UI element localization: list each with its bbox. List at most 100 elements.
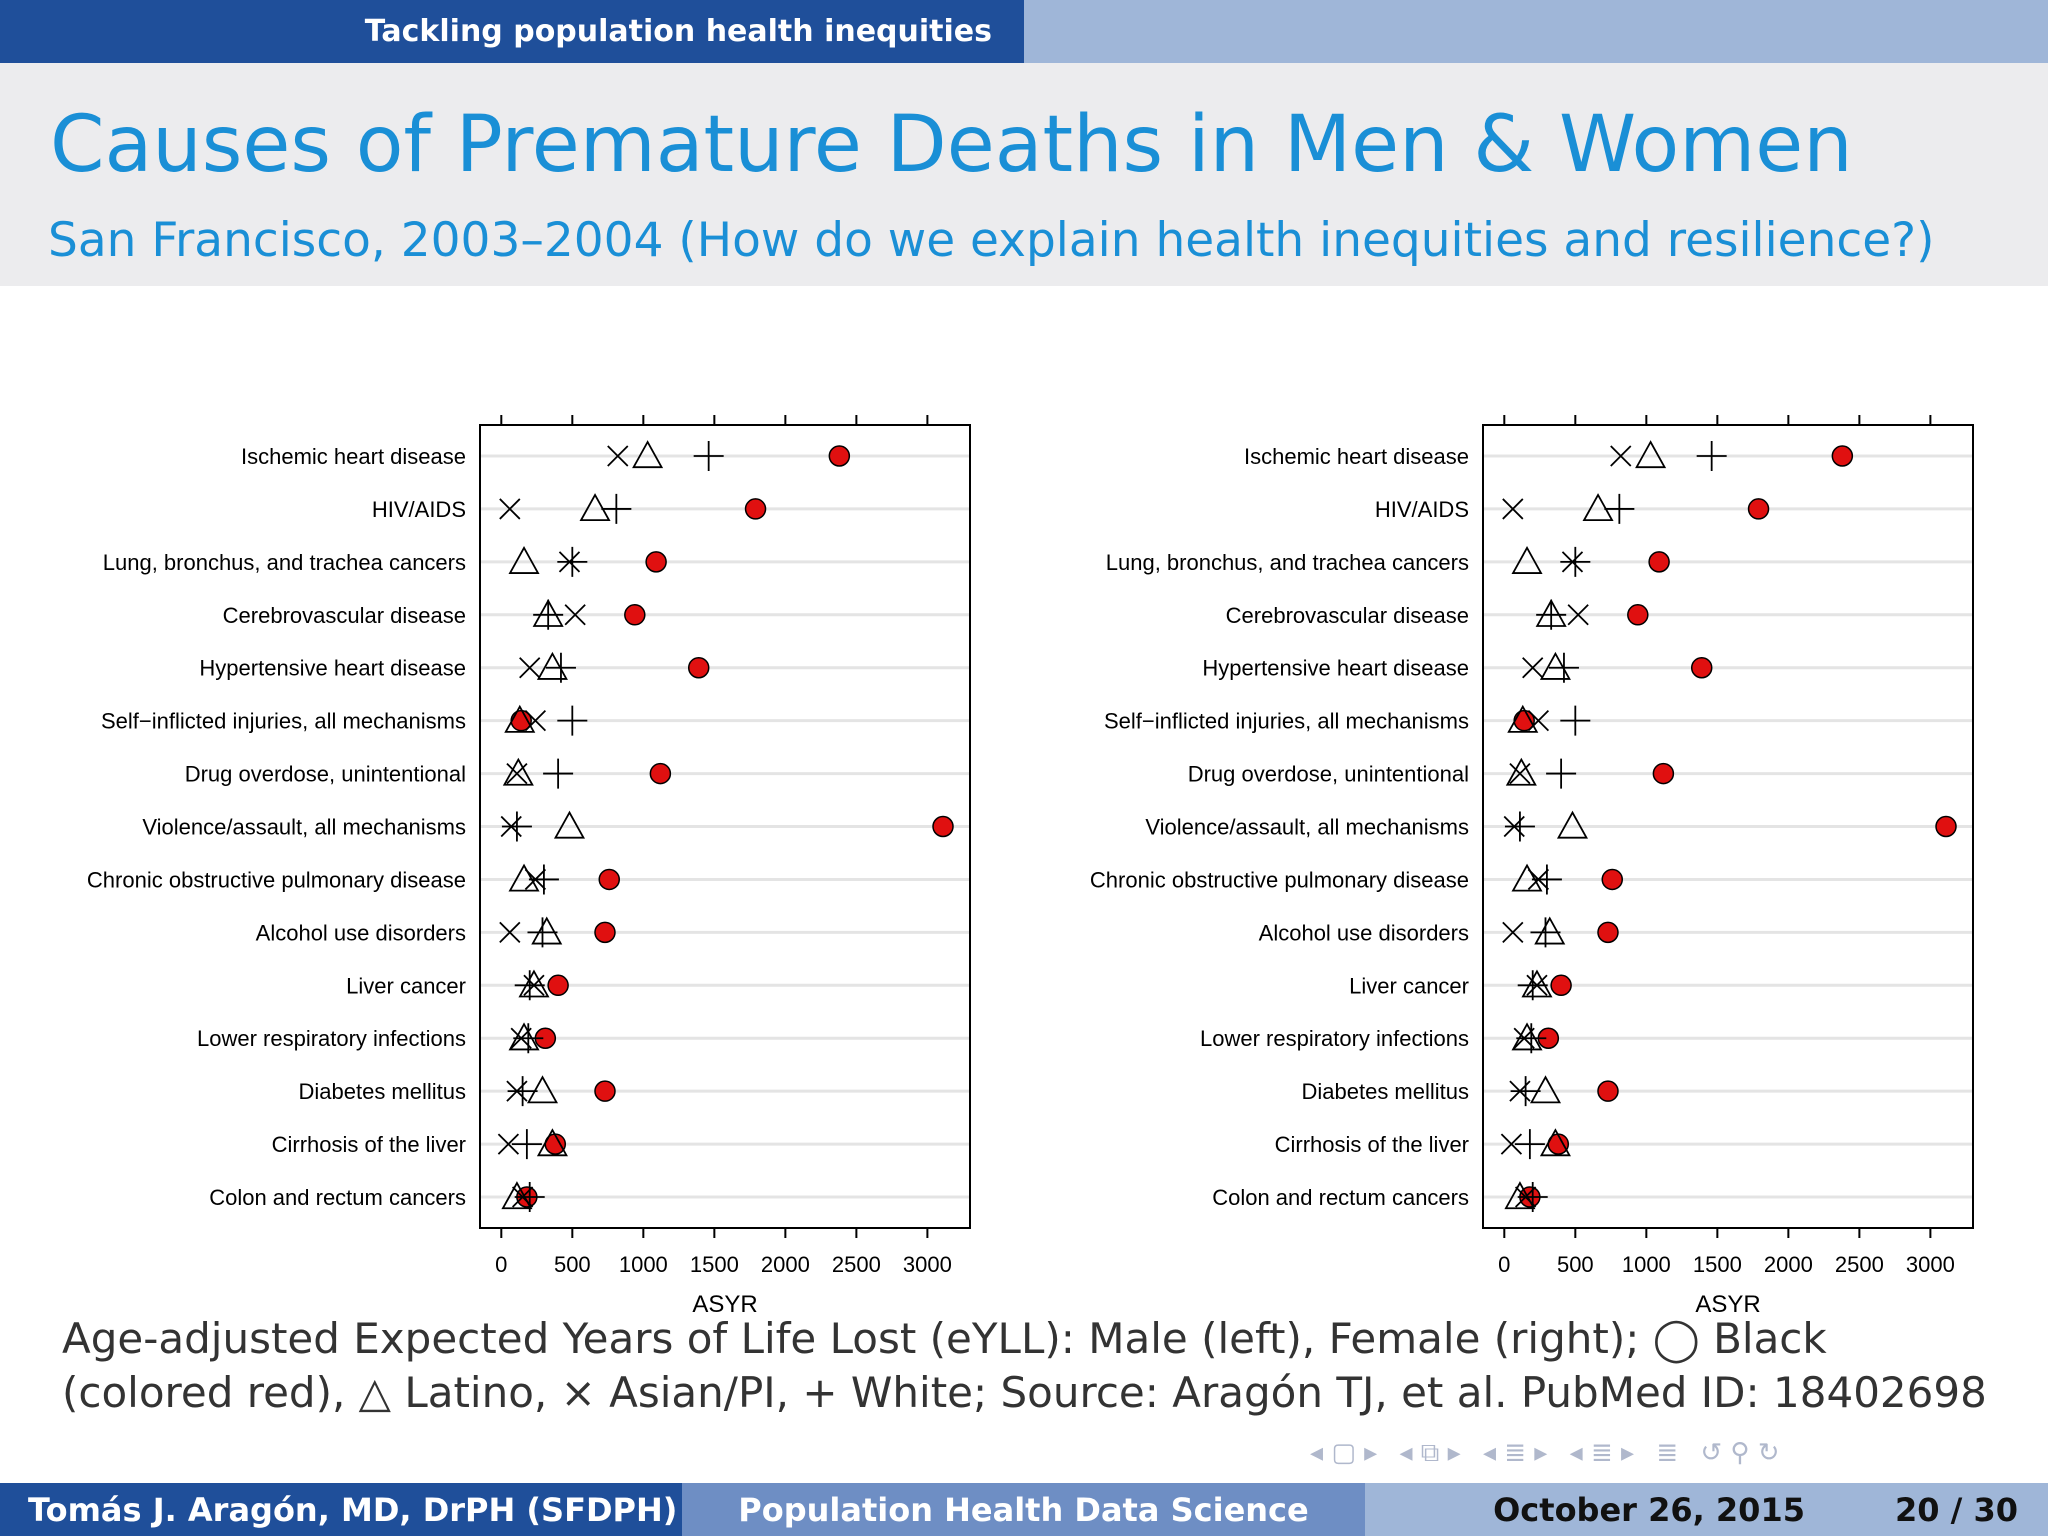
nav-frame-icon[interactable]: ◂ ▢ ▸ bbox=[1310, 1438, 1378, 1468]
panel2-black-marker bbox=[1601, 868, 1623, 891]
panel2-category-label: Ischemic heart disease bbox=[1244, 444, 1469, 469]
panel1-latino-marker bbox=[536, 1128, 568, 1157]
page-number: 20 / 30 bbox=[1894, 1490, 2018, 1529]
panel2-asian-pi-marker bbox=[1522, 657, 1544, 679]
panel2-asian-pi-marker bbox=[1502, 921, 1524, 944]
panel1-category-label: Lower respiratory infections bbox=[197, 1026, 466, 1051]
panel2-black-marker bbox=[1627, 604, 1649, 626]
panel1-category-label: Violence/assault, all mechanisms bbox=[142, 815, 466, 840]
panel1-asian-pi-marker bbox=[499, 921, 521, 944]
panel2-asian-pi-marker bbox=[1500, 1133, 1523, 1155]
panel1-tick-label: 2500 bbox=[832, 1252, 881, 1277]
panel1-latino-marker bbox=[508, 546, 540, 574]
footer-date: October 26, 2015 bbox=[1493, 1490, 1805, 1529]
panel2-latino-marker bbox=[1539, 651, 1571, 680]
nav-search-icon[interactable]: ↺ ⚲ ↻ bbox=[1700, 1438, 1780, 1468]
panel1-black-marker bbox=[828, 445, 851, 467]
panel1-latino-marker bbox=[502, 757, 534, 786]
panel2-category-label: Diabetes mellitus bbox=[1301, 1079, 1469, 1104]
panel1-latino-marker bbox=[579, 493, 611, 522]
panel2-latino-marker bbox=[1635, 440, 1667, 469]
panel1-black-marker bbox=[547, 974, 569, 997]
panel2-white-marker bbox=[1510, 1076, 1541, 1107]
panel1-latino-marker bbox=[531, 916, 563, 945]
panel2-asian-pi-marker bbox=[1527, 710, 1550, 732]
panel1-category-label: HIV/AIDS bbox=[372, 497, 466, 522]
panel1-category-label: Ischemic heart disease bbox=[241, 444, 466, 469]
nav-section-icon[interactable]: ◂ ≣ ▸ bbox=[1482, 1438, 1548, 1468]
panel1-category-label: Colon and rectum cancers bbox=[209, 1185, 466, 1210]
panel2-latino-marker bbox=[1511, 546, 1543, 574]
panel2-white-marker bbox=[1530, 917, 1561, 948]
panel1-asian-pi-marker bbox=[497, 1133, 520, 1155]
panel2-category-label: Colon and rectum cancers bbox=[1212, 1185, 1469, 1210]
panel1-category-label: Drug overdose, unintentional bbox=[185, 762, 466, 787]
panel2-category-label: Cerebrovascular disease bbox=[1226, 603, 1469, 628]
title-box bbox=[0, 63, 2048, 286]
panel2-white-marker bbox=[1548, 652, 1579, 683]
footer-author: Tomás J. Aragón, MD, DrPH (SFDPH) bbox=[0, 1483, 682, 1536]
panel1-white-marker bbox=[693, 441, 724, 471]
panel1-tick-label: 0 bbox=[495, 1252, 507, 1277]
panel2-white-marker bbox=[1517, 1182, 1548, 1213]
panel2-category-label: Alcohol use disorders bbox=[1259, 920, 1469, 945]
panel1-black-marker bbox=[594, 1080, 616, 1102]
panel1-white-marker bbox=[557, 705, 588, 736]
panel1-latino-marker bbox=[508, 863, 540, 892]
panel2-category-label: Liver cancer bbox=[1349, 973, 1469, 998]
panel1-white-marker bbox=[514, 1182, 545, 1213]
panel2-latino-marker bbox=[1511, 1022, 1543, 1051]
panel1-asian-pi-marker bbox=[506, 762, 528, 785]
panel2-white-marker bbox=[1546, 758, 1577, 789]
panel2-asian-pi-marker bbox=[1567, 604, 1589, 626]
panel2-tick-label: 2500 bbox=[1835, 1252, 1884, 1277]
panel2-category-label: Self−inflicted injuries, all mechanisms bbox=[1104, 709, 1469, 734]
panel1-tick-label: 1500 bbox=[690, 1252, 739, 1277]
panel2-latino-marker bbox=[1534, 916, 1566, 945]
panel2-asian-pi-marker bbox=[1610, 445, 1632, 467]
panel1-category-label: Liver cancer bbox=[346, 973, 466, 998]
panel2-category-label: Lung, bronchus, and trachea cancers bbox=[1106, 550, 1469, 575]
footer-right: October 26, 2015 20 / 30 bbox=[1365, 1483, 2048, 1536]
panel1-white-marker bbox=[601, 493, 632, 524]
panel1-tick-label: 2000 bbox=[761, 1252, 810, 1277]
panel1-black-marker bbox=[624, 604, 646, 626]
panel2-latino-marker bbox=[1507, 704, 1539, 733]
header-bar: Tackling population health inequities bbox=[0, 0, 2048, 63]
panel1-category-label: Cirrhosis of the liver bbox=[272, 1132, 466, 1157]
nav-section-icon-2[interactable]: ◂ ≣ ▸ bbox=[1569, 1438, 1635, 1468]
beamer-navigation[interactable]: ◂ ▢ ▸ ◂ ⧉ ▸ ◂ ≣ ▸ ◂ ≣ ▸ ≣ ↺ ⚲ ↻ bbox=[1310, 1438, 1794, 1469]
panel2-black-marker bbox=[1648, 551, 1670, 573]
panel2-plot-frame bbox=[1482, 424, 1974, 1229]
panel2-black-marker bbox=[1652, 762, 1675, 785]
panel2-axis-label: ASYR bbox=[1695, 1291, 1760, 1318]
nav-subsection-icon[interactable]: ◂ ⧉ ▸ bbox=[1399, 1438, 1461, 1468]
panel2-category-label: Lower respiratory infections bbox=[1200, 1026, 1469, 1051]
panel2-black-marker bbox=[1597, 921, 1619, 944]
panel1-black-marker bbox=[932, 815, 954, 838]
panel2-latino-marker bbox=[1521, 969, 1553, 998]
panel2-black-marker bbox=[1550, 974, 1572, 997]
panel2-latino-marker bbox=[1529, 1075, 1562, 1104]
panel2-white-marker bbox=[1531, 864, 1562, 895]
panel1-white-marker bbox=[545, 652, 576, 683]
panel2-category-label: Violence/assault, all mechanisms bbox=[1145, 815, 1469, 840]
panel1-tick-label: 3000 bbox=[903, 1252, 952, 1277]
panel1-axis-label: ASYR bbox=[692, 1291, 757, 1318]
panel2-category-label: HIV/AIDS bbox=[1375, 497, 1469, 522]
panel1-latino-marker bbox=[536, 651, 568, 680]
panel2-tick-label: 1500 bbox=[1693, 1252, 1742, 1277]
panel2-white-marker bbox=[1560, 546, 1591, 577]
panel1-latino-marker bbox=[504, 704, 536, 733]
panel1-white-marker bbox=[507, 1076, 538, 1107]
panel1-asian-pi-marker bbox=[524, 710, 547, 732]
panel2-latino-marker bbox=[1539, 1128, 1571, 1157]
panel1-category-label: Lung, bronchus, and trachea cancers bbox=[103, 550, 466, 575]
panel1-tick-label: 500 bbox=[554, 1252, 591, 1277]
nav-list-icon[interactable]: ≣ bbox=[1656, 1438, 1679, 1468]
panel2-black-marker bbox=[1935, 815, 1957, 838]
panel2-white-marker bbox=[1504, 811, 1535, 842]
panel1-category-label: Cerebrovascular disease bbox=[223, 603, 466, 628]
panel2-tick-label: 0 bbox=[1498, 1252, 1510, 1277]
